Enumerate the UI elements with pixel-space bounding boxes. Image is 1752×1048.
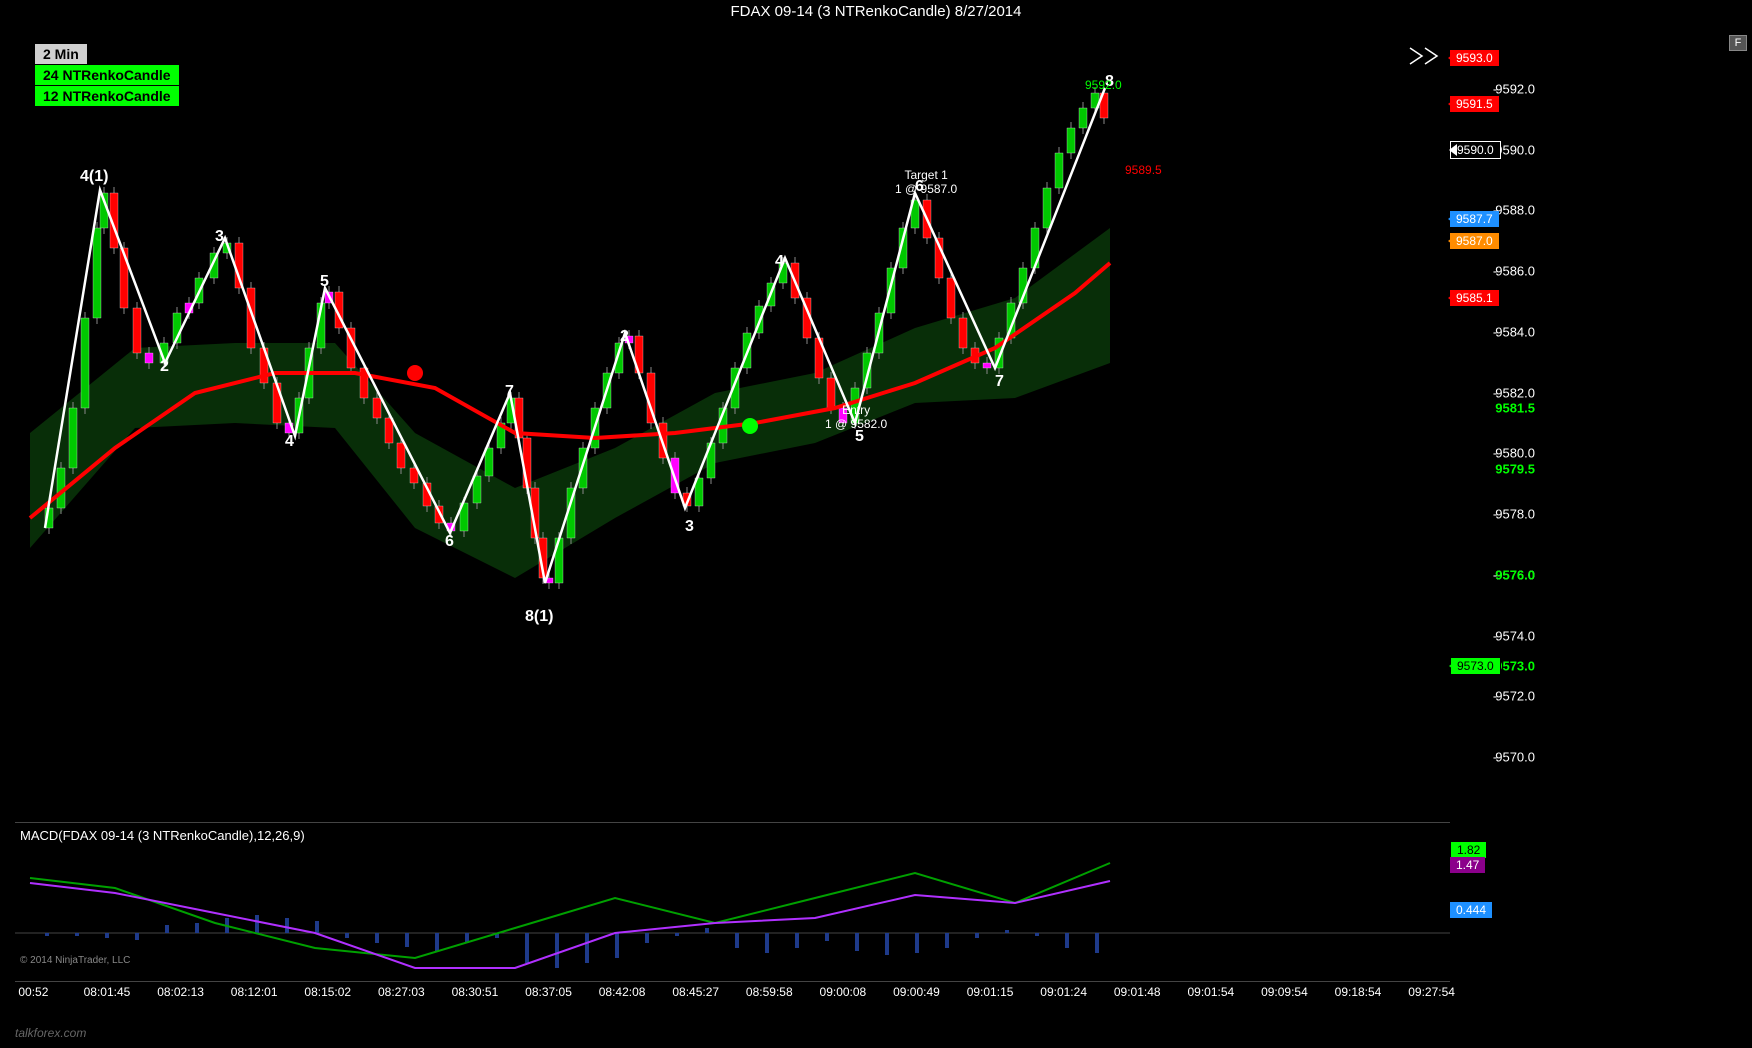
macd-panel[interactable]: MACD(FDAX 09-14 (3 NTRenkoCandle),12,26,… bbox=[15, 822, 1450, 982]
legend-indicator-1: 24 NTRenkoCandle bbox=[35, 65, 179, 85]
price-chart[interactable] bbox=[15, 28, 1450, 818]
chart-title: FDAX 09-14 (3 NTRenkoCandle) 8/27/2014 bbox=[0, 0, 1752, 24]
flag-button[interactable]: F bbox=[1729, 35, 1747, 51]
legend-timeframe: 2 Min bbox=[35, 44, 87, 64]
legend-indicator-2: 12 NTRenkoCandle bbox=[35, 86, 179, 106]
chart-legend: 2 Min 24 NTRenkoCandle 12 NTRenkoCandle bbox=[35, 44, 179, 107]
copyright-text: © 2014 NinjaTrader, LLC bbox=[20, 955, 130, 966]
x-axis: 00:5208:01:4508:02:1308:12:0108:15:0208:… bbox=[15, 985, 1450, 1010]
watermark: talkforex.com bbox=[15, 1026, 86, 1040]
